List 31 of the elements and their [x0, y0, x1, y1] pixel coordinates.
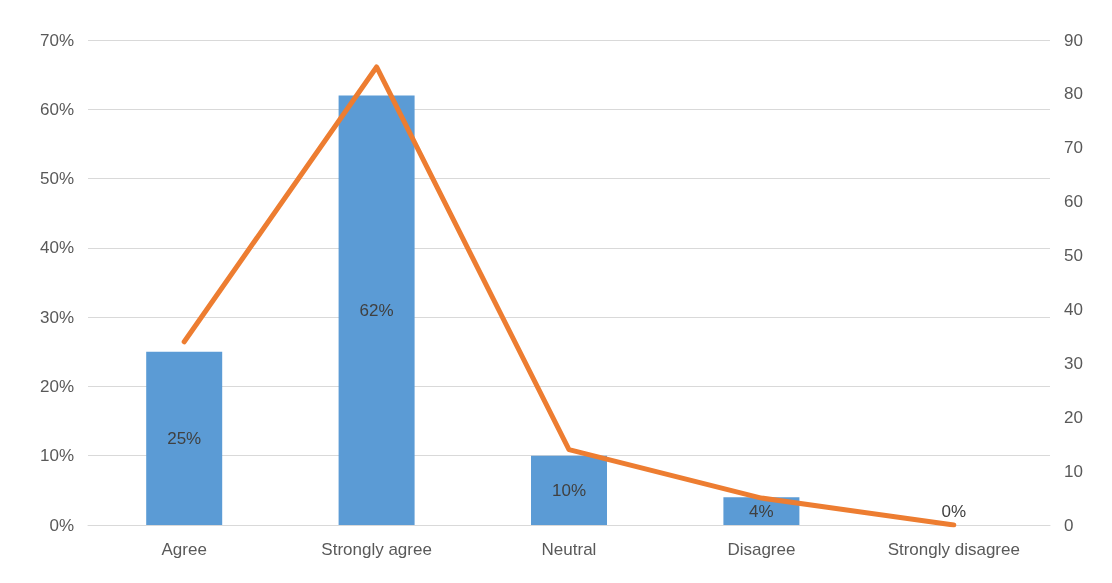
y2-tick-label: 10 — [1064, 461, 1083, 481]
y2-tick-label: 90 — [1064, 30, 1083, 50]
y2-tick-label: 60 — [1064, 192, 1083, 212]
x-tick-label: Neutral — [541, 540, 597, 559]
y-tick-label: 60% — [39, 99, 74, 119]
y-tick-label: 70% — [39, 30, 74, 50]
x-tick-label: Strongly agree — [321, 540, 432, 559]
y-tick-label: 50% — [39, 169, 74, 189]
y2-tick-label: 0 — [1064, 515, 1074, 535]
data-label: 4% — [749, 501, 774, 521]
y2-tick-label: 80 — [1064, 84, 1083, 104]
y2-tick-label: 40 — [1064, 299, 1083, 319]
y2-tick-label: 50 — [1064, 246, 1083, 266]
bar — [146, 351, 223, 525]
data-label: 10% — [551, 480, 587, 500]
y-tick-label: 30% — [39, 307, 74, 327]
data-label: 25% — [167, 428, 202, 448]
y2-tick-label: 30 — [1064, 353, 1083, 373]
bar — [531, 455, 607, 525]
x-tick-label: Agree — [161, 540, 207, 559]
bar — [338, 95, 415, 525]
data-label: 62% — [359, 300, 394, 320]
data-label: 0% — [941, 502, 967, 521]
y-tick-label: 40% — [39, 238, 74, 258]
y-tick-label: 20% — [39, 376, 74, 396]
y-tick-label: 0% — [49, 515, 74, 535]
y-tick-label: 10% — [39, 446, 74, 466]
y2-tick-label: 70 — [1064, 138, 1083, 158]
x-tick-label: Disagree — [727, 540, 796, 559]
y2-tick-label: 20 — [1064, 407, 1083, 427]
x-tick-label: Strongly disagree — [887, 540, 1020, 559]
